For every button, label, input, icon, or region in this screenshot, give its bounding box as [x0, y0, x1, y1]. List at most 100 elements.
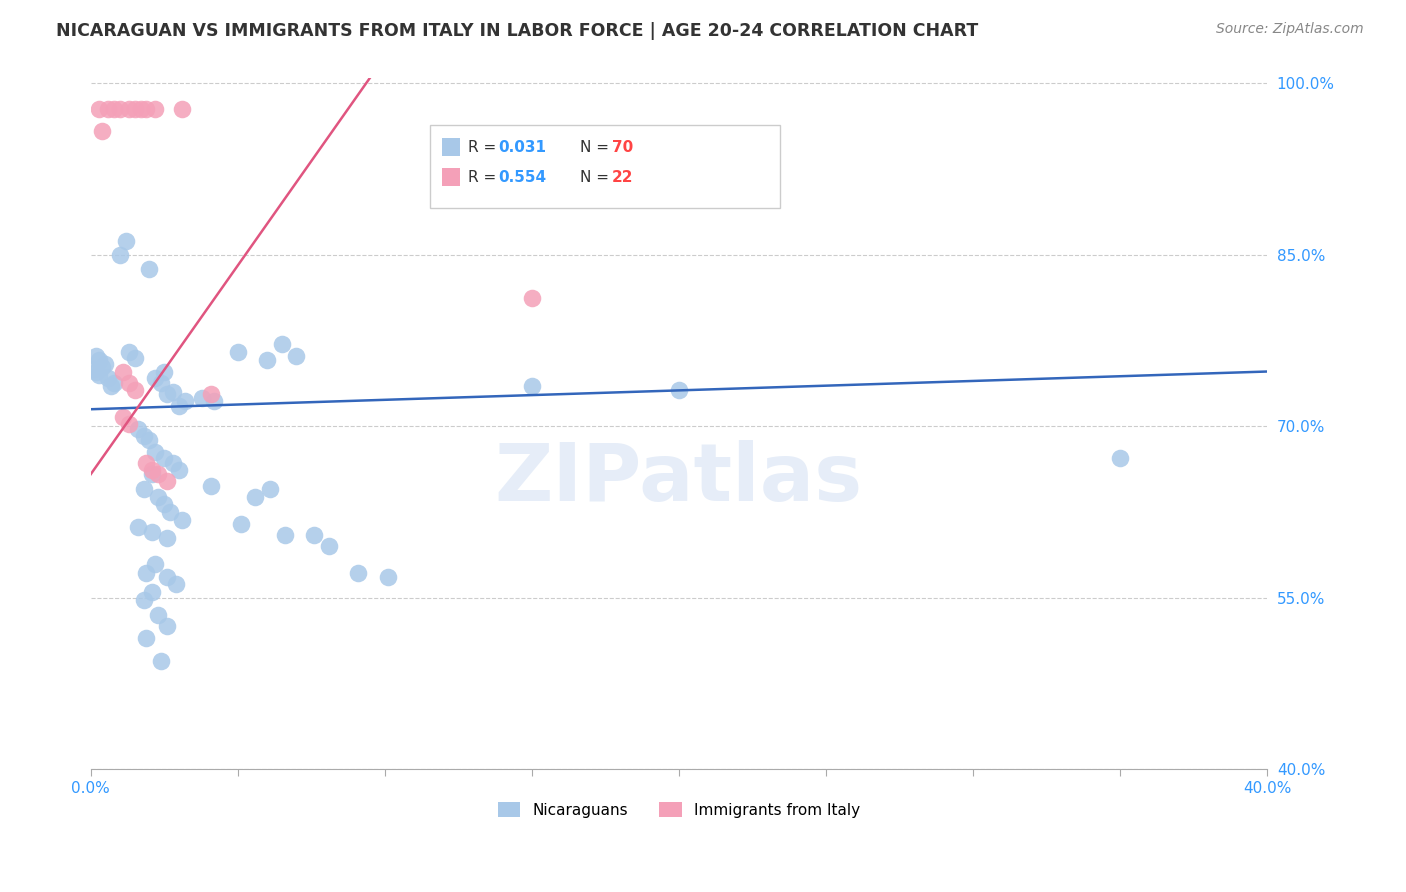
Point — [97, 371, 120, 385]
Bar — [430, 125, 780, 208]
Point — [200, 387, 222, 401]
Point — [143, 371, 166, 385]
Point — [229, 516, 252, 531]
Text: R =: R = — [468, 139, 501, 154]
Point — [97, 102, 120, 116]
Point — [1109, 451, 1132, 466]
Point — [153, 451, 176, 466]
Point — [143, 557, 166, 571]
Point — [150, 376, 173, 390]
Point — [111, 365, 134, 379]
Text: 22: 22 — [612, 169, 634, 185]
Point — [83, 362, 105, 376]
Point — [191, 391, 214, 405]
Point — [520, 291, 543, 305]
Point — [159, 505, 181, 519]
Point — [141, 463, 163, 477]
Point — [256, 353, 278, 368]
Point — [141, 585, 163, 599]
Point — [170, 102, 193, 116]
Text: 0.554: 0.554 — [498, 169, 546, 185]
Point — [141, 467, 163, 482]
Point — [226, 345, 249, 359]
Point — [148, 467, 170, 482]
Text: N =: N = — [581, 169, 614, 185]
Point — [124, 351, 146, 365]
Point — [156, 475, 179, 489]
Point — [259, 482, 281, 496]
Point — [520, 379, 543, 393]
Point — [124, 102, 146, 116]
Bar — [441, 168, 460, 186]
Point — [156, 532, 179, 546]
Point — [118, 102, 141, 116]
Point — [173, 394, 195, 409]
Point — [143, 102, 166, 116]
Point — [132, 593, 155, 607]
Point — [143, 444, 166, 458]
Point — [156, 387, 179, 401]
Point — [118, 345, 141, 359]
Point — [165, 577, 187, 591]
Point — [127, 520, 149, 534]
Point — [108, 102, 131, 116]
Point — [91, 124, 114, 138]
Point — [127, 422, 149, 436]
Point — [91, 359, 114, 374]
Point — [103, 376, 125, 390]
Point — [141, 524, 163, 539]
Point — [245, 490, 267, 504]
Point — [138, 261, 160, 276]
Point — [89, 353, 111, 368]
Point — [153, 365, 176, 379]
Point — [138, 433, 160, 447]
Point — [86, 349, 108, 363]
Point — [202, 394, 225, 409]
Point — [274, 528, 297, 542]
Text: N =: N = — [581, 139, 614, 154]
Point — [100, 379, 122, 393]
Point — [156, 570, 179, 584]
Point — [200, 479, 222, 493]
Text: R =: R = — [468, 169, 501, 185]
Legend: Nicaraguans, Immigrants from Italy: Nicaraguans, Immigrants from Italy — [492, 796, 866, 824]
Text: 70: 70 — [612, 139, 633, 154]
Point — [108, 248, 131, 262]
Point — [167, 399, 190, 413]
Point — [124, 383, 146, 397]
Point — [111, 410, 134, 425]
Point — [103, 102, 125, 116]
Point — [150, 654, 173, 668]
Point — [94, 357, 117, 371]
Point — [135, 566, 157, 580]
Point — [115, 234, 138, 248]
Point — [285, 349, 308, 363]
Point — [89, 368, 111, 382]
Point — [170, 513, 193, 527]
Point — [167, 463, 190, 477]
Point — [129, 102, 152, 116]
Point — [153, 497, 176, 511]
Text: NICARAGUAN VS IMMIGRANTS FROM ITALY IN LABOR FORCE | AGE 20-24 CORRELATION CHART: NICARAGUAN VS IMMIGRANTS FROM ITALY IN L… — [56, 22, 979, 40]
Point — [156, 619, 179, 633]
Point — [135, 456, 157, 470]
Point — [347, 566, 370, 580]
Point — [118, 417, 141, 431]
Text: ZIPatlas: ZIPatlas — [495, 440, 863, 518]
Point — [162, 385, 184, 400]
Text: Source: ZipAtlas.com: Source: ZipAtlas.com — [1216, 22, 1364, 37]
Text: 0.031: 0.031 — [498, 139, 546, 154]
Point — [377, 570, 399, 584]
Point — [132, 482, 155, 496]
Point — [132, 428, 155, 442]
Point — [302, 528, 325, 542]
Point — [86, 365, 108, 379]
Point — [135, 631, 157, 645]
Point — [162, 456, 184, 470]
Point — [135, 102, 157, 116]
Point — [270, 337, 292, 351]
Point — [148, 607, 170, 622]
Bar — [441, 138, 460, 156]
Point — [89, 102, 111, 116]
Point — [318, 540, 340, 554]
